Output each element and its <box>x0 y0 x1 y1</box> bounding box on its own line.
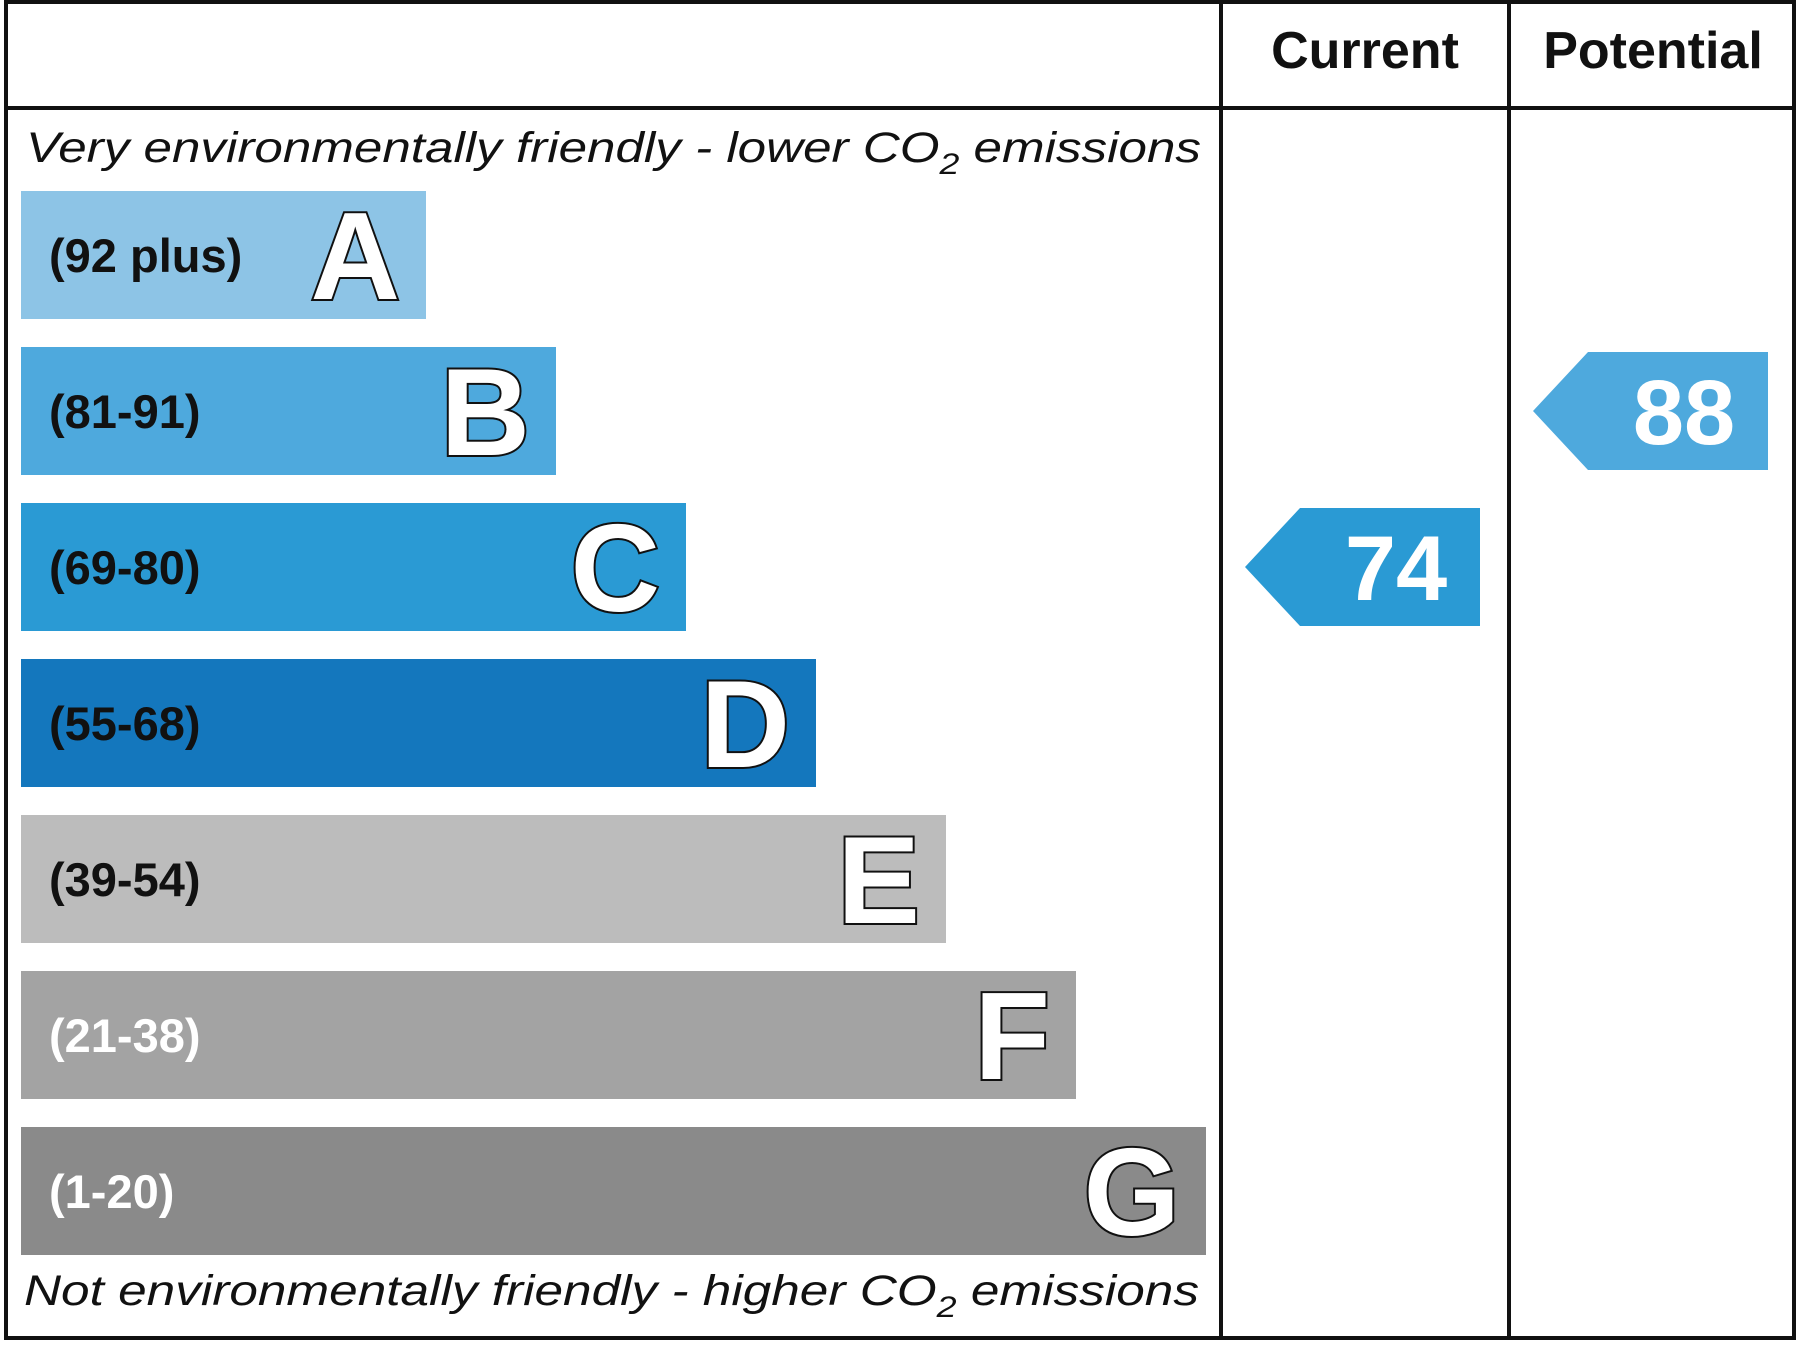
rating-bands: (92 plus) A (81-91) B (69-80) C (55-68) D (39-54… <box>21 186 1206 1264</box>
top-note: Very environmentally friendly - lower CO… <box>26 124 1201 181</box>
band-e-letter: E <box>837 812 920 950</box>
band-e-range: (39-54) <box>49 853 201 906</box>
band-f-letter: F <box>974 968 1050 1106</box>
band-e: (39-54) E <box>21 810 946 952</box>
band-d-letter: D <box>700 656 790 794</box>
band-d-bar <box>21 659 816 787</box>
band-b-letter: B <box>440 344 530 482</box>
potential-rating-arrow: 88 <box>1533 352 1768 470</box>
band-f: (21-38) F <box>21 966 1076 1108</box>
band-a-range: (92 plus) <box>49 229 242 282</box>
current-rating-arrow-shape <box>1245 508 1480 626</box>
band-b: (81-91) B <box>21 342 556 484</box>
chart-frame <box>4 0 1796 1340</box>
band-d-range: (55-68) <box>49 697 201 750</box>
bottom-note: Not environmentally friendly - higher CO… <box>24 1267 1199 1324</box>
band-c-range: (69-80) <box>49 541 201 594</box>
potential-column-header: Potential <box>1543 22 1763 80</box>
current-rating-arrow-value: 74 <box>1345 518 1447 620</box>
band-c: (69-80) C <box>21 498 686 640</box>
band-b-range: (81-91) <box>49 385 201 438</box>
band-a-bar <box>21 191 426 319</box>
band-e-bar <box>21 815 946 943</box>
rating-markers: 74 88 <box>1245 352 1768 626</box>
current-rating-arrow: 74 <box>1245 508 1480 626</box>
band-d: (55-68) D <box>21 654 816 796</box>
band-g-letter: G <box>1084 1124 1180 1262</box>
current-column-header: Current <box>1271 22 1459 80</box>
band-g-range: (1-20) <box>49 1165 174 1218</box>
band-f-bar <box>21 971 1076 1099</box>
potential-rating-arrow-value: 88 <box>1633 362 1735 464</box>
band-c-letter: C <box>570 500 660 638</box>
band-g-bar <box>21 1127 1206 1255</box>
potential-rating-arrow-shape <box>1533 352 1768 470</box>
band-a: (92 plus) A <box>21 186 426 328</box>
band-a-letter: A <box>310 188 400 326</box>
band-f-range: (21-38) <box>49 1009 201 1062</box>
band-b-bar <box>21 347 556 475</box>
band-g: (1-20) G <box>21 1122 1206 1264</box>
band-c-bar <box>21 503 686 631</box>
